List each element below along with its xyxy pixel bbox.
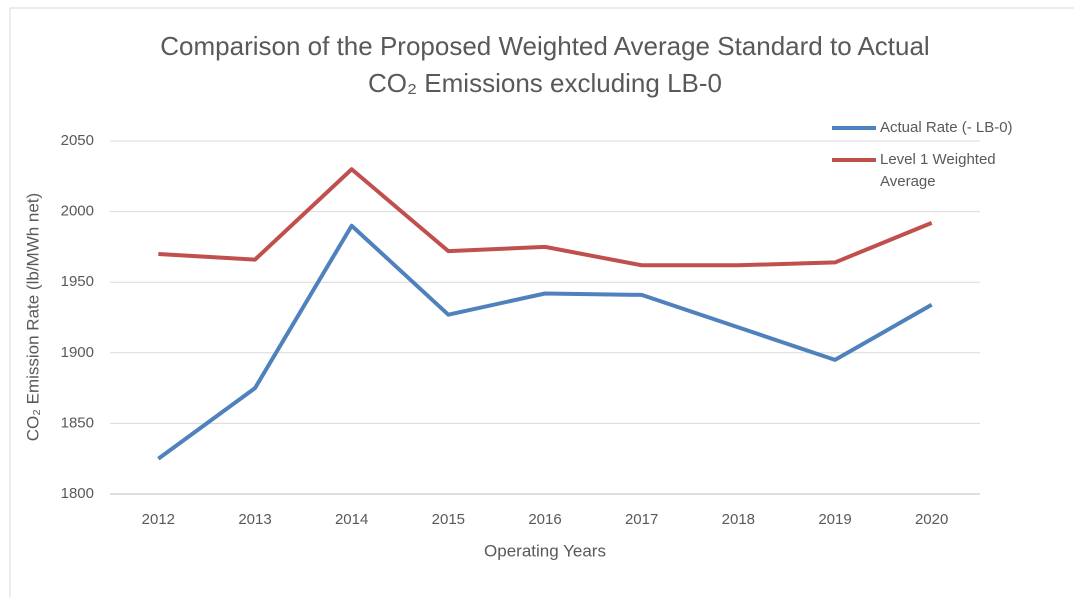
y-tick-label: 2050 xyxy=(61,132,94,149)
series-line xyxy=(158,167,933,268)
x-tick-label: 2014 xyxy=(335,511,368,528)
y-tick-label: 1800 xyxy=(61,485,94,502)
x-tick-label: 2018 xyxy=(722,511,755,528)
x-tick-label: 2012 xyxy=(142,511,175,528)
x-tick-label: 2020 xyxy=(915,511,948,528)
x-tick-label: 2019 xyxy=(818,511,851,528)
y-axis-label: CO₂ Emission Rate (lb/MWh net) xyxy=(23,193,42,441)
x-tick-label: 2013 xyxy=(238,511,271,528)
chart-title: Comparison of the Proposed Weighted Aver… xyxy=(160,31,929,61)
legend-label: Actual Rate (- LB-0) xyxy=(880,119,1013,136)
x-tick-label: 2017 xyxy=(625,511,658,528)
y-tick-label: 1850 xyxy=(61,414,94,431)
chart-title: CO₂ Emissions excluding LB-0 xyxy=(368,68,722,98)
chart-border xyxy=(9,7,1074,597)
y-tick-label: 1950 xyxy=(61,273,94,290)
y-tick-label: 2000 xyxy=(61,203,94,220)
y-tick-label: 1900 xyxy=(61,344,94,361)
series-line xyxy=(157,223,933,461)
x-tick-label: 2015 xyxy=(432,511,465,528)
x-tick-label: 2016 xyxy=(528,511,561,528)
legend-label: Level 1 Weighted Average xyxy=(880,151,996,190)
x-axis-label: Operating Years xyxy=(484,541,606,560)
